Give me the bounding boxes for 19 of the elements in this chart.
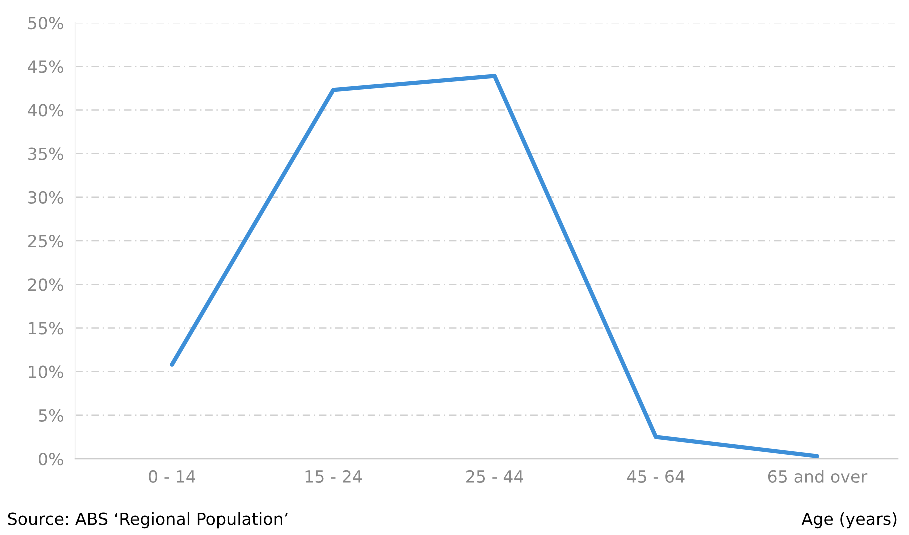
x-tick-label: 45 - 64 (627, 470, 685, 484)
x-tick-label: 15 - 24 (306, 470, 362, 484)
x-axis-title: Age (years) (802, 512, 897, 529)
y-tick-label: 25% (28, 234, 64, 248)
y-tick-label: 10% (29, 366, 64, 378)
x-tick-label: 65 and over (768, 470, 868, 484)
source-note: Source: ABS ‘Regional Population’ (8, 512, 288, 529)
y-tick-label: 40% (28, 104, 64, 117)
y-tick-label: 0% (38, 452, 64, 466)
y-tick-label: 45% (28, 60, 64, 74)
y-tick-label: 30% (28, 191, 64, 204)
y-tick-label: 50% (28, 16, 64, 30)
x-tick-label: 25 - 44 (466, 470, 524, 484)
y-tick-label: 20% (28, 278, 64, 292)
line-series (170, 74, 820, 458)
y-tick-label: 15% (29, 322, 64, 335)
x-tick-label: 0 - 14 (149, 470, 196, 484)
y-tick-label: 5% (39, 409, 64, 422)
y-tick-label: 35% (28, 148, 64, 160)
